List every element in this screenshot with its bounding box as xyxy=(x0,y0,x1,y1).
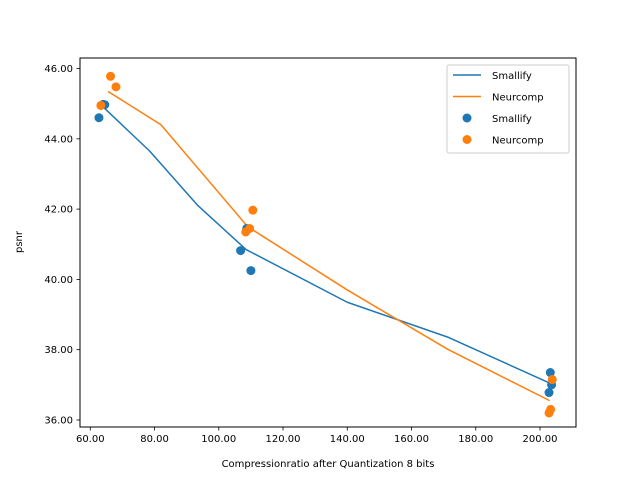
plot-frame xyxy=(79,57,577,428)
x-tick-label: 100.00 xyxy=(201,434,236,445)
x-axis: 60.00 80.00 100.00 120.00 140.00 160.00 180.00… xyxy=(76,427,558,445)
x-tick-label: 200.00 xyxy=(523,434,558,445)
scatter-point-neurcomp xyxy=(96,100,106,110)
legend-box xyxy=(446,64,570,154)
scatter-point-neurcomp xyxy=(245,223,255,233)
y-tick-label: 40.00 xyxy=(44,275,73,286)
legend-label: Smallify xyxy=(492,71,532,82)
x-tick-label: 60.00 xyxy=(76,434,105,445)
y-axis-label: psnr xyxy=(14,230,25,253)
y-tick-label: 44.00 xyxy=(44,134,73,145)
scatter-point-neurcomp xyxy=(248,205,258,215)
scatter-point-neurcomp xyxy=(111,82,121,92)
scatter-point-smallify xyxy=(246,266,256,276)
legend: Smallify Neurcomp Smallify Neurcomp xyxy=(446,64,570,154)
legend-label: Neurcomp xyxy=(492,93,544,104)
x-tick-label: 160.00 xyxy=(394,434,429,445)
series-line-neurcomp xyxy=(107,90,550,402)
x-tick-label: 120.00 xyxy=(266,434,301,445)
y-axis: 36.00 38.00 40.00 42.00 44.00 46.00 xyxy=(44,64,80,426)
x-tick-label: 140.00 xyxy=(330,434,365,445)
scatter-point-smallify xyxy=(236,246,246,256)
x-tick-label: 180.00 xyxy=(458,434,493,445)
y-tick-label: 46.00 xyxy=(44,64,73,75)
scatter-point-neurcomp xyxy=(106,71,116,81)
x-tick-label: 80.00 xyxy=(140,434,169,445)
scatter-point-smallify xyxy=(94,113,104,123)
y-tick-label: 38.00 xyxy=(44,345,73,356)
legend-label: Neurcomp xyxy=(492,136,544,147)
plot-marks xyxy=(94,71,557,418)
legend-label: Smallify xyxy=(492,114,532,125)
scatter-point-smallify xyxy=(545,368,555,378)
scatter-point-smallify xyxy=(544,388,554,398)
scatter-point-neurcomp xyxy=(544,408,554,418)
legend-swatch-smallify-marker xyxy=(462,113,472,123)
x-axis-label: Compressionratio after Quantization 8 bi… xyxy=(222,459,435,470)
y-tick-label: 42.00 xyxy=(44,205,73,216)
scatter-point-neurcomp xyxy=(547,375,557,385)
legend-swatch-neurcomp-marker xyxy=(462,135,472,144)
y-tick-label: 36.00 xyxy=(44,415,73,426)
series-line-smallify xyxy=(101,104,550,384)
